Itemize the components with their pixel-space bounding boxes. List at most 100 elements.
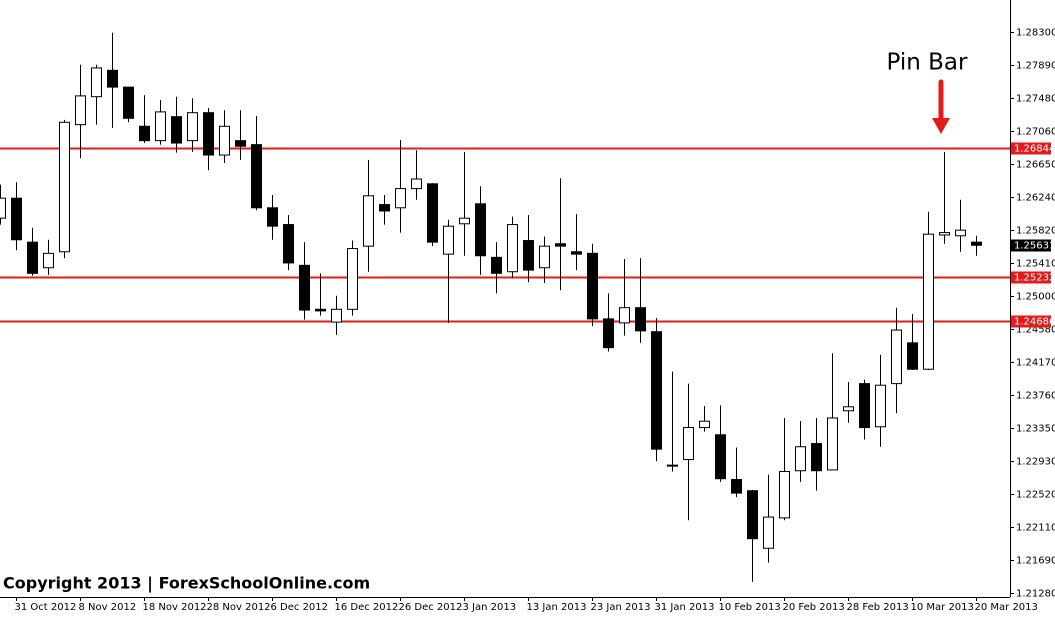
candle-body: [379, 204, 390, 212]
x-tick-label: 31 Jan 2013: [655, 602, 715, 613]
y-tick-label: 1.27890: [1016, 61, 1055, 72]
candle-body: [427, 183, 438, 243]
y-tick-label: 1.25410: [1016, 259, 1055, 270]
y-tick-label: 1.21690: [1016, 556, 1055, 567]
level-label: 1.24686: [1014, 317, 1055, 328]
candle-body: [123, 86, 134, 119]
candle-body: [299, 264, 310, 311]
plot-area: [0, 32, 1010, 582]
level-label: 1.26844: [1014, 144, 1055, 155]
candle-body: [907, 342, 918, 370]
candle-body: [731, 479, 742, 494]
y-tick-label: 1.25820: [1016, 226, 1055, 237]
candle-body: [155, 111, 166, 142]
candle-body: [763, 516, 774, 549]
candle-body: [139, 125, 150, 142]
candle-body: [539, 245, 550, 269]
watermark: Copyright 2013 | ForexSchoolOnline.com: [3, 574, 370, 594]
candle-body: [11, 197, 22, 241]
candle-body: [459, 217, 470, 225]
candle-body: [923, 233, 934, 370]
y-tick-label: 1.26650: [1016, 160, 1055, 171]
candle-body: [667, 464, 678, 467]
candle-body: [27, 241, 38, 274]
y-tick-label: 1.27060: [1016, 127, 1055, 138]
candle-body: [651, 331, 662, 450]
level-tag: [1011, 142, 1051, 155]
level-label: 1.25232: [1014, 273, 1055, 284]
y-tick-label: 1.24170: [1016, 358, 1055, 369]
y-tick-label: 1.22110: [1016, 523, 1055, 534]
candle-body: [347, 248, 358, 310]
candle-body: [315, 308, 326, 312]
candle-body: [235, 140, 246, 147]
candle-body: [443, 225, 454, 255]
candle-body: [811, 443, 822, 472]
candle-body: [203, 112, 214, 156]
candle-body: [955, 229, 966, 237]
candle-body: [747, 490, 758, 540]
candle-body: [475, 203, 486, 257]
candle-body: [555, 243, 566, 247]
x-tick-label: 10 Feb 2013: [719, 602, 781, 613]
candle-body: [875, 384, 886, 428]
candle-body: [715, 434, 726, 480]
y-tick-label: 1.23760: [1016, 391, 1055, 402]
candle-body: [891, 329, 902, 385]
y-tick-label: 1.25000: [1016, 292, 1055, 303]
candle-body: [171, 116, 182, 144]
candle-body: [571, 251, 582, 255]
annotation: Pin Bar: [887, 50, 969, 76]
x-tick-label: 28 Feb 2013: [847, 602, 909, 613]
x-tick-label: 20 Feb 2013: [783, 602, 845, 613]
x-tick-label: 6 Dec 2012: [271, 602, 329, 613]
x-tick-label: 16 Dec 2012: [335, 602, 399, 613]
x-tick-label: 26 Dec 2012: [399, 602, 463, 613]
candle-body: [683, 427, 694, 461]
candle-body: [699, 420, 710, 429]
y-tick-label: 1.22520: [1016, 490, 1055, 501]
price-label: 1.25631: [1014, 241, 1055, 252]
candle-body: [587, 252, 598, 320]
candle-body: [363, 195, 374, 247]
candle-body: [859, 383, 870, 429]
candle-body: [187, 112, 198, 142]
y-tick-label: 1.21280: [1016, 589, 1055, 600]
x-tick-label: 23 Jan 2013: [591, 602, 651, 613]
x-tick-label: 3 Jan 2013: [463, 602, 517, 613]
x-tick-label: 13 Jan 2013: [527, 602, 587, 613]
candle-body: [91, 67, 102, 98]
arrow-head: [932, 118, 950, 134]
y-tick-label: 1.26240: [1016, 193, 1055, 204]
level-tag: [1011, 271, 1051, 284]
candle-body: [411, 178, 422, 190]
candle-body: [971, 241, 982, 246]
level-tag: [1011, 315, 1051, 328]
y-tick-label: 1.27480: [1016, 94, 1055, 105]
candle-body: [507, 224, 518, 273]
candle-body: [827, 417, 838, 471]
candle-body: [491, 256, 502, 274]
candle-body: [939, 232, 950, 236]
price-tag: [1011, 239, 1051, 252]
x-tick-label: 8 Nov 2012: [79, 602, 137, 613]
candle-body: [331, 308, 342, 323]
annotation-arrow: [932, 79, 950, 134]
x-tick-label: 20 Mar 2013: [975, 602, 1038, 613]
y-tick-label: 1.24580: [1016, 325, 1055, 336]
candle-body: [107, 69, 118, 88]
candle-body: [523, 240, 534, 271]
x-tick-label: 28 Nov 2012: [207, 602, 271, 613]
candle-body: [219, 125, 230, 156]
candle-body: [283, 224, 294, 264]
candle-body: [43, 252, 54, 269]
candle-body: [779, 471, 790, 519]
y-tick-label: 1.28300: [1016, 28, 1055, 39]
x-tick-label: 18 Nov 2012: [143, 602, 207, 613]
y-tick-label: 1.23350: [1016, 424, 1055, 435]
candle-body: [251, 144, 262, 209]
candle-body: [59, 121, 70, 253]
candle-body: [75, 95, 86, 126]
